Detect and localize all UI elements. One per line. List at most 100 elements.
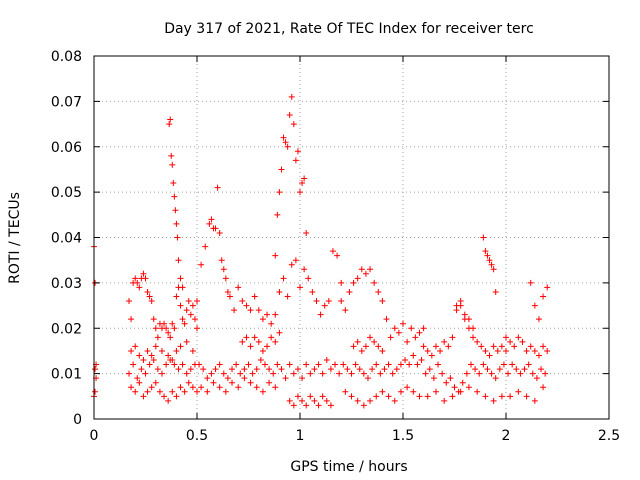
data-point <box>171 193 178 200</box>
data-point <box>367 397 374 404</box>
data-point <box>142 370 149 377</box>
data-point <box>348 370 355 377</box>
data-point <box>229 366 236 373</box>
data-point <box>500 361 507 368</box>
data-point <box>358 347 365 354</box>
data-point <box>150 357 157 364</box>
data-point <box>297 284 303 291</box>
data-point <box>542 370 549 377</box>
data-point <box>175 366 182 373</box>
data-point <box>297 189 303 196</box>
data-point <box>214 184 221 191</box>
data-point <box>204 375 211 382</box>
data-point <box>183 370 190 377</box>
y-tick-label: 0.03 <box>51 276 82 292</box>
data-point <box>152 379 159 386</box>
data-point <box>383 316 390 323</box>
data-point <box>465 316 472 323</box>
data-point <box>272 311 279 318</box>
data-point <box>309 288 316 295</box>
data-point <box>439 370 446 377</box>
data-point <box>92 366 99 373</box>
x-tick-label: 0 <box>90 428 99 444</box>
y-tick-label: 0.06 <box>51 140 82 156</box>
data-point <box>276 189 283 196</box>
data-point <box>257 357 264 364</box>
data-point <box>261 361 268 368</box>
data-point <box>166 121 173 128</box>
data-point <box>525 361 532 368</box>
data-point <box>360 370 367 377</box>
data-point <box>224 288 231 295</box>
data-point <box>498 393 505 400</box>
data-point <box>177 302 184 309</box>
data-point <box>490 397 497 404</box>
data-point <box>272 384 279 391</box>
data-point <box>181 320 188 327</box>
data-point <box>375 343 382 350</box>
data-point <box>286 361 293 368</box>
data-point <box>544 284 551 291</box>
data-point <box>189 302 196 309</box>
data-point <box>191 316 198 323</box>
data-point <box>342 388 349 395</box>
data-point <box>527 279 534 286</box>
data-point <box>235 284 242 291</box>
data-point <box>482 248 489 255</box>
data-point <box>443 379 450 386</box>
data-point <box>177 384 184 391</box>
data-point <box>278 166 285 173</box>
data-point <box>218 257 225 264</box>
data-point <box>299 397 306 404</box>
data-point <box>488 261 495 268</box>
data-point <box>315 402 322 409</box>
y-tick-labels: 0 0.01 0.02 0.03 0.04 0.05 0.06 0.07 0.08 <box>51 49 82 428</box>
data-point <box>367 334 374 341</box>
data-point <box>303 402 310 409</box>
data-point <box>507 393 514 400</box>
data-point <box>299 180 306 187</box>
data-point <box>173 347 180 354</box>
data-point <box>170 180 177 187</box>
data-point <box>540 343 547 350</box>
data-point <box>144 347 151 354</box>
data-point <box>381 366 388 373</box>
data-point <box>206 220 213 227</box>
data-point <box>216 361 223 368</box>
data-point <box>194 388 200 395</box>
data-point <box>253 366 260 373</box>
data-points <box>91 93 551 409</box>
data-point <box>226 293 233 300</box>
data-point <box>183 307 190 314</box>
x-tick-label: 1.5 <box>392 428 414 444</box>
data-point <box>488 370 495 377</box>
data-point <box>173 293 180 300</box>
data-point <box>220 266 227 273</box>
data-point <box>266 366 273 373</box>
data-point <box>239 298 246 305</box>
data-point <box>299 375 306 382</box>
data-point <box>472 366 479 373</box>
data-point <box>402 357 409 364</box>
data-point <box>303 361 310 368</box>
data-point <box>274 361 281 368</box>
data-point <box>251 293 258 300</box>
data-point <box>175 257 182 264</box>
x-tick-label: 0.5 <box>186 428 208 444</box>
data-point <box>480 361 487 368</box>
y-tick-label: 0.08 <box>51 49 82 65</box>
data-point <box>163 325 170 332</box>
data-point <box>350 279 357 286</box>
data-point <box>177 275 184 282</box>
data-point <box>447 375 454 382</box>
data-point <box>128 384 135 391</box>
data-point <box>132 388 139 395</box>
data-point <box>189 384 196 391</box>
data-point <box>503 347 509 354</box>
data-point <box>540 293 547 300</box>
data-point <box>284 143 291 150</box>
data-point <box>410 388 417 395</box>
data-point <box>523 347 530 354</box>
data-point <box>272 252 279 259</box>
data-point <box>507 338 514 345</box>
